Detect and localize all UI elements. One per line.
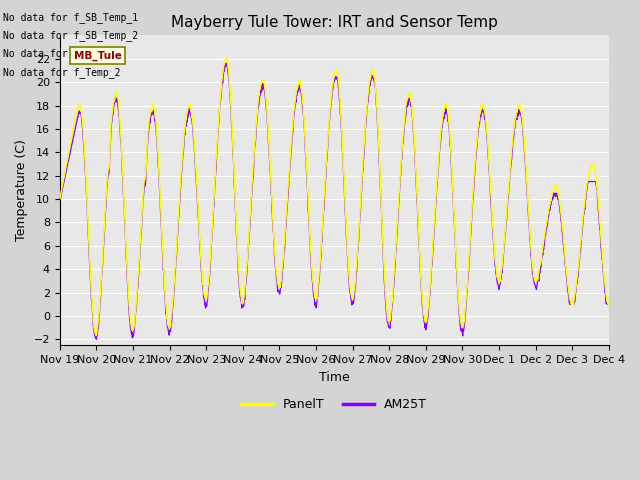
Y-axis label: Temperature (C): Temperature (C) [15,139,28,241]
X-axis label: Time: Time [319,371,349,384]
Text: MB_Tule: MB_Tule [74,50,122,60]
Text: No data for f_SB_Temp_2: No data for f_SB_Temp_2 [3,30,138,41]
Legend: PanelT, AM25T: PanelT, AM25T [237,394,432,417]
Text: No data for f_Temp_2: No data for f_Temp_2 [3,67,121,78]
Text: No data for f_Temp_1: No data for f_Temp_1 [3,48,121,60]
Text: No data for f_SB_Temp_1: No data for f_SB_Temp_1 [3,12,138,23]
Title: Mayberry Tule Tower: IRT and Sensor Temp: Mayberry Tule Tower: IRT and Sensor Temp [171,15,498,30]
